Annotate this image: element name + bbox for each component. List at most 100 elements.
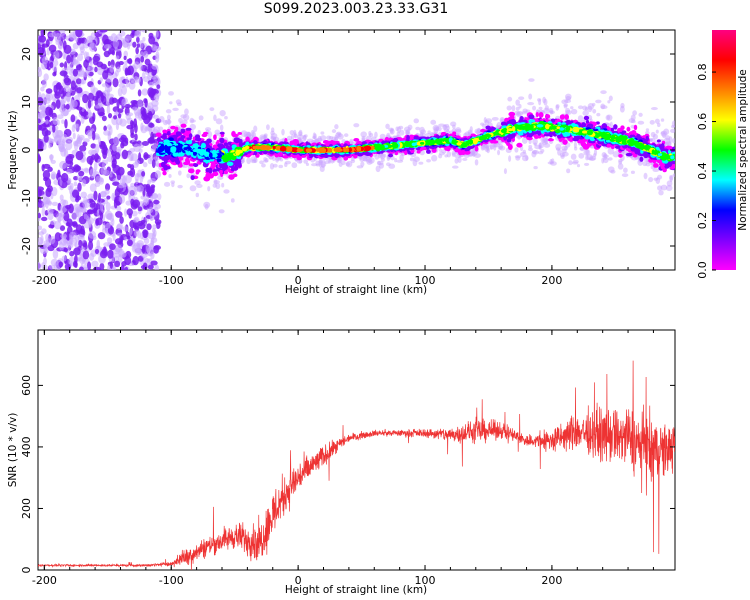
spectrogram-cell — [645, 130, 650, 135]
spectrogram-cell — [462, 157, 468, 161]
spectrogram-cell — [125, 112, 131, 121]
spectrogram-cell — [607, 147, 614, 155]
spectrogram-cell — [41, 127, 49, 137]
spectrogram-cell — [103, 44, 112, 49]
spectrogram-cell — [140, 30, 148, 33]
spectrogram-cell — [169, 101, 173, 105]
spectrogram-cell — [38, 153, 41, 163]
spectrogram-cell — [79, 43, 85, 50]
spectrogram-cell — [50, 258, 59, 267]
spectrogram-cell — [474, 159, 479, 166]
spectrogram-cell — [94, 143, 100, 154]
spectrogram-cell — [101, 115, 107, 122]
spectrogram-cell — [619, 105, 625, 113]
spectrogram-cell — [49, 138, 55, 144]
spectrogram-cell — [75, 78, 82, 85]
spectrogram-cell — [94, 135, 100, 140]
spectrogram-cell — [60, 199, 67, 205]
spectrogram-cell — [166, 114, 171, 121]
spectrogram-cell — [176, 102, 182, 107]
spectrogram-cell — [583, 149, 591, 156]
spectrogram-cell — [576, 163, 581, 168]
spectrogram-cell — [603, 154, 609, 158]
spectrogram-cell — [162, 170, 167, 176]
spectrogram-cell — [81, 206, 87, 214]
spectrogram-cell — [118, 183, 125, 189]
spectrogram-cell — [103, 50, 111, 58]
spectrogram-cell — [109, 96, 115, 105]
spectrogram-cell — [213, 114, 217, 122]
spectrogram-cell — [154, 264, 160, 270]
spectrogram-cell — [58, 146, 66, 153]
spectrogram-cell — [104, 39, 112, 45]
spectrogram-cell — [46, 208, 54, 215]
spectrogram-cell — [60, 233, 68, 239]
spectrogram-cell — [56, 119, 60, 126]
spectrogram-cell — [582, 143, 590, 150]
spectrogram-cell — [61, 255, 67, 262]
spectrogram-cell — [394, 151, 399, 156]
spectrogram-cell — [145, 195, 150, 205]
spectrogram-cell — [127, 66, 131, 76]
spectrogram-cell — [645, 128, 650, 132]
spectrogram-cell — [198, 115, 204, 121]
spectrogram-cell — [119, 251, 127, 258]
spectrogram-cell — [127, 58, 133, 65]
spectrogram-cell — [157, 193, 162, 201]
spectrogram-cell — [426, 149, 431, 154]
spectrogram-cell — [202, 131, 209, 135]
spectrogram-cell — [112, 77, 119, 88]
spectrogram-cell — [444, 154, 449, 158]
spectrogram-cell — [570, 108, 578, 115]
spectrogram-cell — [143, 237, 150, 244]
spectrogram-cell — [320, 161, 327, 168]
spectrogram-cell — [483, 117, 487, 124]
spectrogram-cell — [50, 159, 56, 164]
spectrogram-cell — [92, 55, 101, 62]
spectrogram-cell — [595, 99, 602, 104]
spectrogram-cell — [209, 147, 214, 151]
spectrogram-cell — [87, 65, 91, 75]
spectrogram-cell — [379, 133, 386, 140]
spectrogram-cell — [246, 157, 252, 165]
spectrogram-cell — [44, 97, 51, 104]
spectrogram-cell — [103, 144, 108, 154]
spectrogram-cell — [663, 128, 670, 135]
spectrogram-cell — [63, 247, 68, 253]
spectrogram-cell — [63, 77, 70, 83]
spectrogram-cell — [219, 109, 226, 117]
spectrogram-cell — [219, 131, 225, 135]
spectrogram-cell — [126, 208, 133, 216]
spectrogram-cell — [331, 129, 337, 134]
spectrogram-cell — [518, 118, 524, 124]
spectrogram-cell — [141, 88, 149, 96]
spectrogram-cell — [158, 116, 165, 123]
spectrogram-cell — [119, 194, 126, 204]
spectrogram-cell — [49, 220, 57, 226]
spectrogram-cell — [187, 168, 195, 174]
spectrogram-cell — [59, 204, 68, 214]
spectrogram-cell — [107, 87, 111, 97]
spectrogram-cell — [221, 182, 225, 188]
spectrogram-cell — [73, 181, 78, 187]
spectrogram-cell — [153, 75, 158, 83]
spectrogram-cell — [544, 114, 551, 119]
spectrogram-cell — [665, 184, 673, 192]
spectrogram-cell — [58, 85, 64, 95]
spectrogram-cell — [639, 156, 644, 162]
spectrogram-cell — [68, 177, 72, 184]
spectrogram-cell — [659, 161, 665, 167]
spectrogram-cell — [266, 124, 270, 131]
spectrogram-cell — [48, 44, 57, 53]
spectrogram-cell — [129, 167, 136, 178]
spectrogram-cell — [631, 119, 636, 124]
spectrogram-cell — [454, 158, 459, 164]
spectrogram-cell — [380, 157, 385, 162]
spectrogram-cell — [38, 225, 43, 231]
spectrogram-cell — [38, 261, 41, 270]
spectrogram-cell — [89, 60, 93, 67]
spectrogram-cell — [105, 222, 111, 229]
spectrogram-cell — [362, 157, 368, 162]
spectrogram-cell — [69, 182, 74, 190]
spectrogram-cell — [563, 103, 569, 107]
